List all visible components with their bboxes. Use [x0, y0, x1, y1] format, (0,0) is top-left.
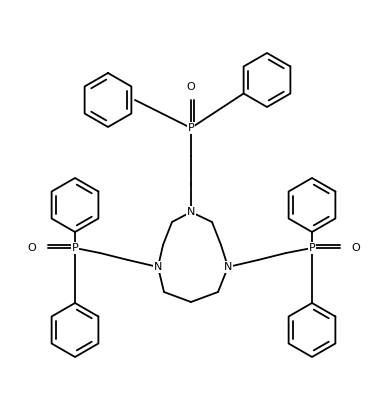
Text: P: P: [71, 243, 78, 253]
Text: N: N: [154, 262, 162, 272]
Text: N: N: [187, 207, 195, 217]
Text: P: P: [309, 243, 315, 253]
Text: O: O: [352, 243, 360, 253]
Text: N: N: [224, 262, 232, 272]
Text: O: O: [27, 243, 36, 253]
Text: P: P: [188, 123, 194, 133]
Text: O: O: [186, 82, 196, 92]
